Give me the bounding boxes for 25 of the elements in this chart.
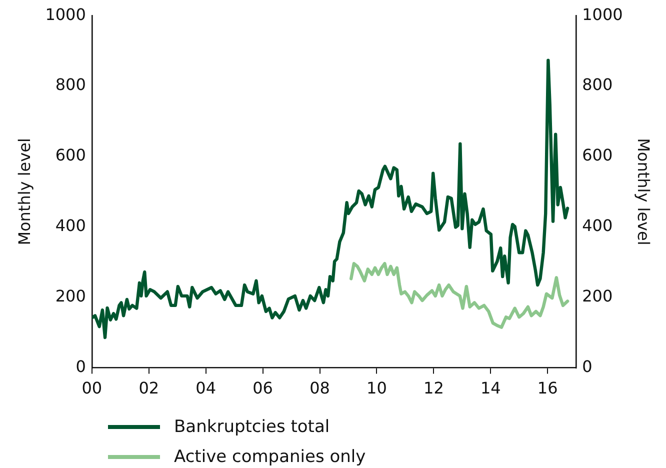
y2-axis-title: Monthly level: [634, 138, 654, 246]
y2-tick-label: 0: [582, 356, 592, 376]
x-tick-label: 02: [138, 378, 160, 398]
y-tick-label: 400: [55, 216, 86, 236]
y-tick-label: 0: [76, 356, 86, 376]
y2-tick-label: 1000: [582, 4, 623, 24]
x-tick-label: 10: [366, 378, 387, 398]
y-tick-label: 600: [55, 146, 86, 165]
legend-label: Active companies only: [174, 447, 366, 467]
y-tick-label: 200: [55, 286, 86, 306]
y2-tick-label: 800: [582, 75, 613, 94]
y-tick-label: 1000: [45, 4, 86, 24]
legend-label: Bankruptcies total: [174, 417, 330, 437]
x-tick-label: 00: [82, 378, 102, 398]
y2-tick-label: 400: [582, 216, 613, 236]
y-axis-title: Monthly level: [14, 138, 34, 246]
y2-tick-label: 600: [582, 146, 613, 165]
x-tick-label: 12: [424, 378, 444, 398]
x-tick-label: 08: [310, 378, 330, 398]
x-tick-label: 04: [196, 378, 216, 398]
y2-tick-label: 200: [582, 286, 613, 306]
y-tick-label: 800: [55, 75, 86, 94]
x-tick-label: 16: [537, 378, 558, 398]
x-tick-label: 14: [480, 378, 501, 398]
x-tick-label: 06: [252, 378, 273, 398]
